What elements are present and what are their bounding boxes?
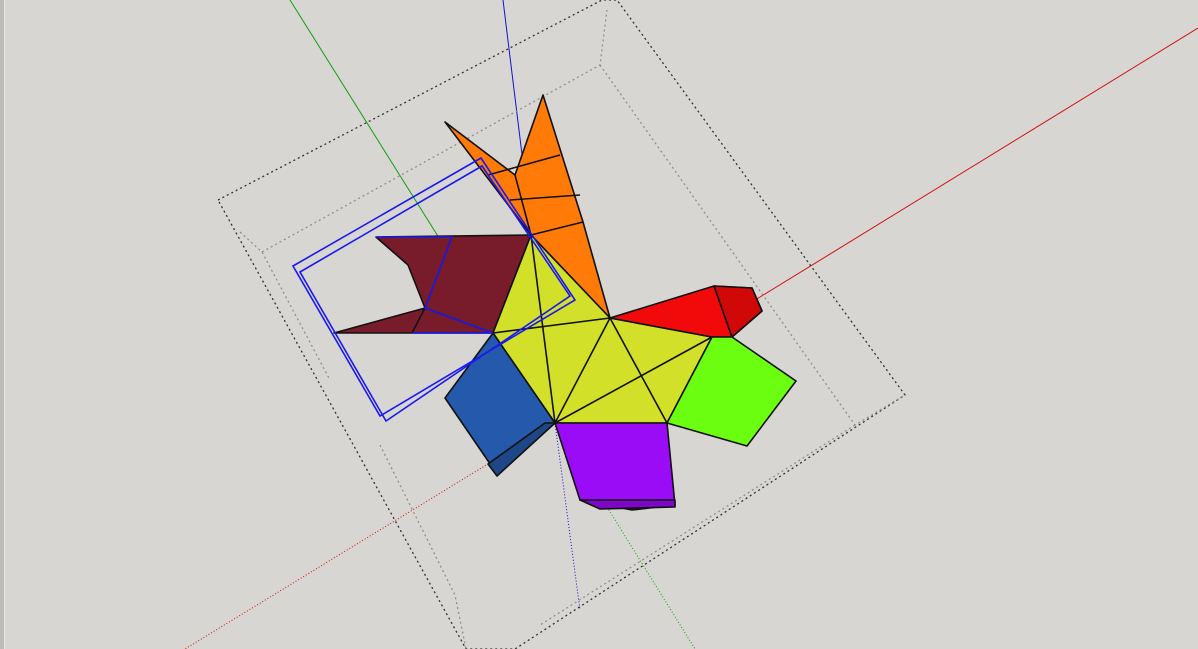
bounding-box-bottom-inner <box>539 424 856 626</box>
maroon-edge <box>411 307 426 334</box>
bounding-box-back-bottom <box>379 444 467 649</box>
yellow-edge <box>554 317 611 424</box>
yellow-edge <box>609 317 668 424</box>
selection-rect-inner <box>298 164 572 423</box>
green-face[interactable] <box>666 336 797 447</box>
selection-inner-edges <box>376 236 494 334</box>
selection-rect-outer <box>291 156 577 418</box>
bounding-box-outer <box>217 0 906 649</box>
yellow-edge <box>492 317 611 334</box>
viewport-left-border <box>0 0 5 649</box>
orange-edge <box>514 174 532 236</box>
green-axis-dotted <box>554 422 696 649</box>
orange-edge <box>487 154 561 176</box>
bounding-box-back-left <box>239 231 331 381</box>
purple-face-side <box>579 499 676 510</box>
yellow-edge <box>554 336 713 424</box>
blue-face-side <box>487 422 556 477</box>
orange-edge <box>530 221 584 236</box>
polyhedron-net[interactable] <box>333 94 797 511</box>
bounding-box <box>217 0 906 649</box>
orange-edge <box>509 194 581 201</box>
yellow-edge <box>530 234 556 424</box>
purple-face[interactable] <box>554 422 676 511</box>
selection-outline <box>291 156 577 423</box>
red-face-side <box>713 285 763 338</box>
